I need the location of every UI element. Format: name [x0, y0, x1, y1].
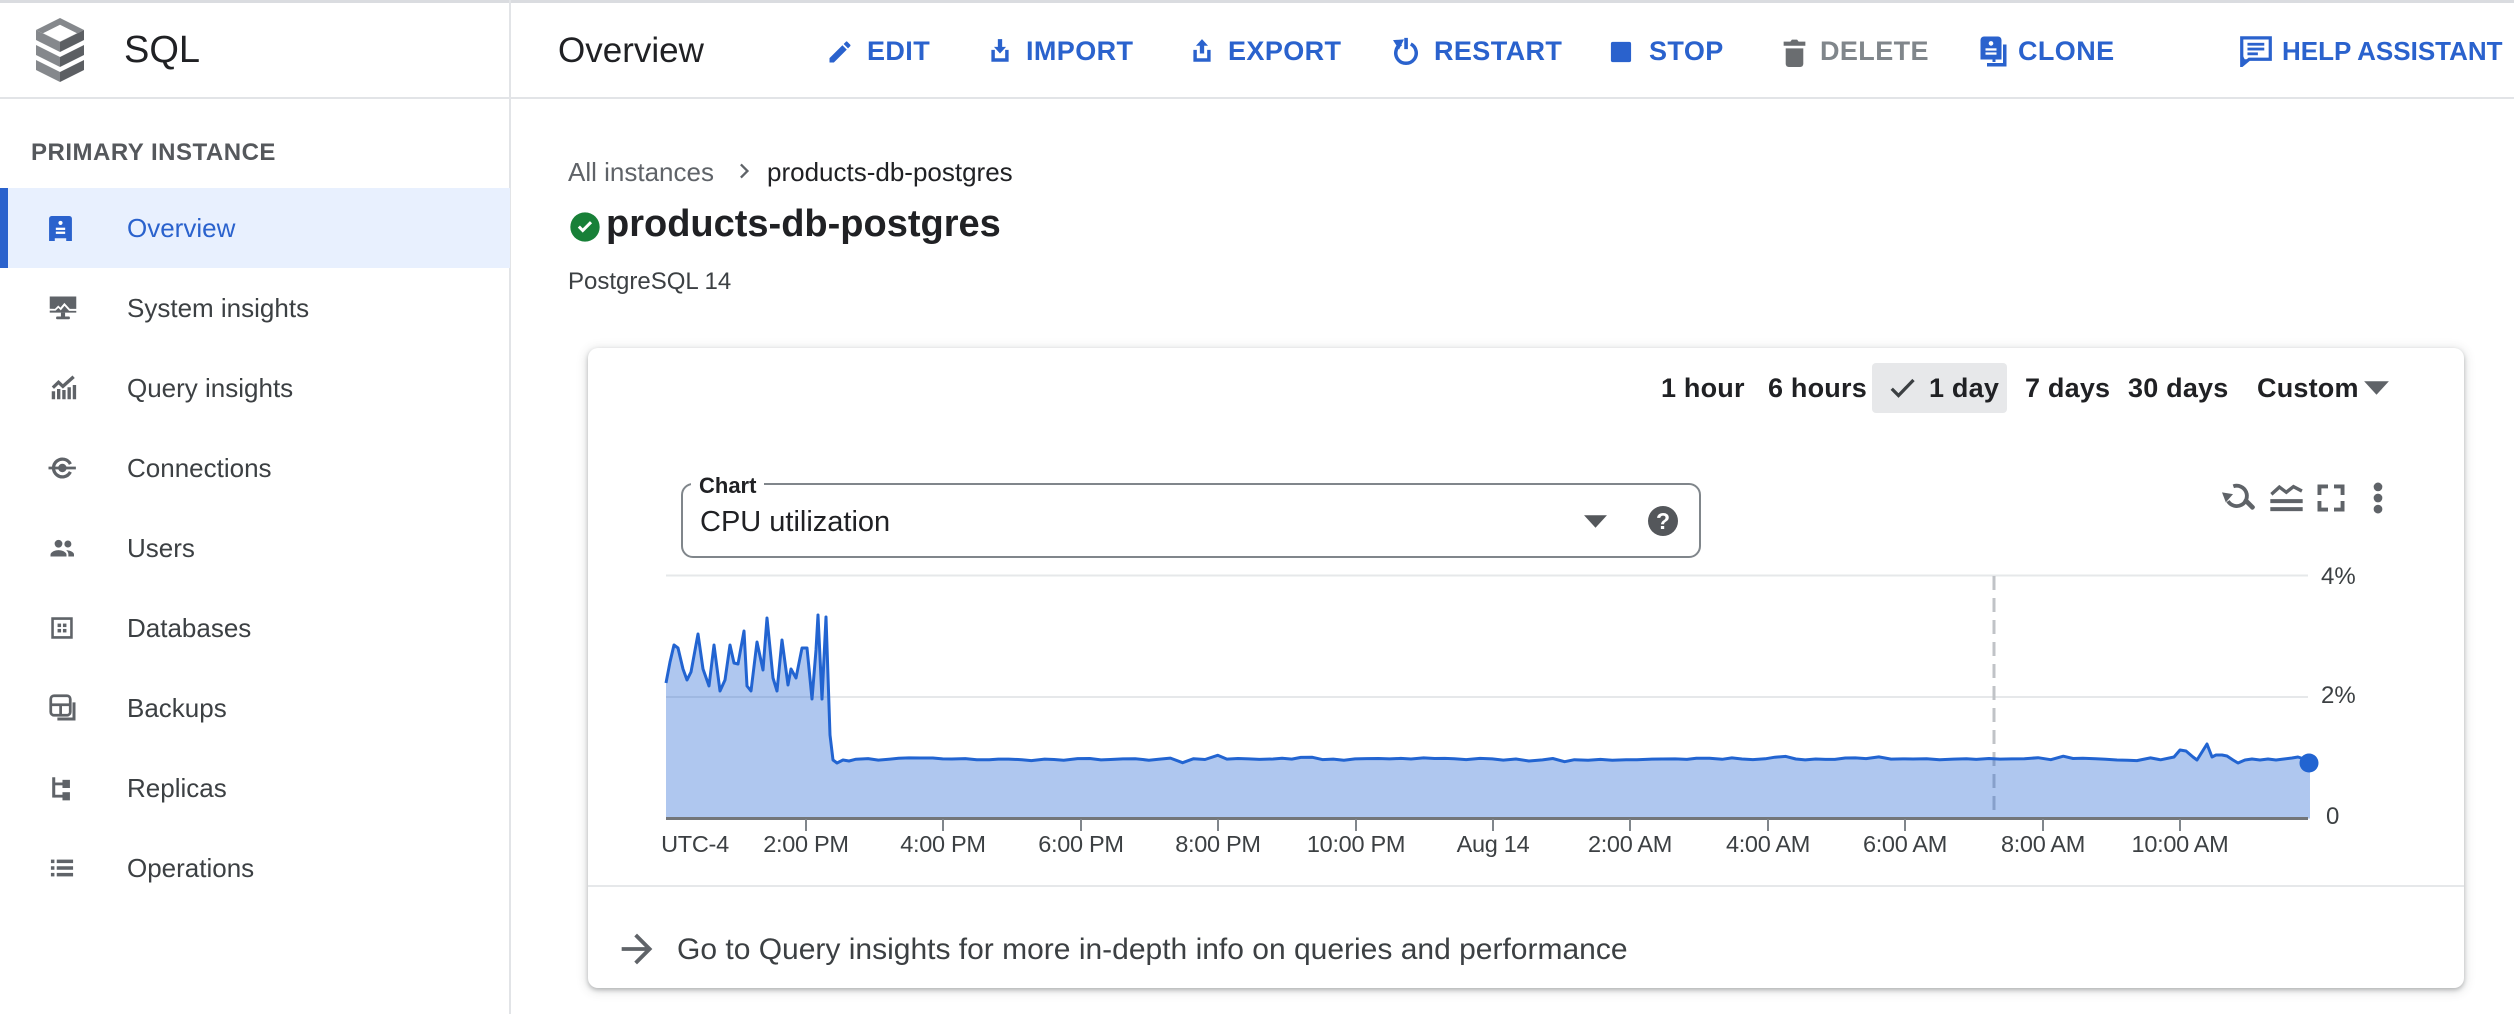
svg-text:4:00 AM: 4:00 AM: [1726, 831, 1810, 857]
svg-text:6:00 AM: 6:00 AM: [1863, 831, 1947, 857]
svg-text:10:00 PM: 10:00 PM: [1307, 831, 1405, 857]
svg-text:Aug 14: Aug 14: [1457, 831, 1530, 857]
svg-text:2:00 AM: 2:00 AM: [1588, 831, 1672, 857]
svg-text:8:00 AM: 8:00 AM: [2001, 831, 2085, 857]
svg-text:UTC-4: UTC-4: [661, 831, 729, 857]
svg-text:2:00 PM: 2:00 PM: [763, 831, 848, 857]
svg-text:8:00 PM: 8:00 PM: [1175, 831, 1260, 857]
svg-text:0: 0: [2326, 803, 2339, 830]
svg-text:4:00 PM: 4:00 PM: [900, 831, 985, 857]
svg-text:6:00 PM: 6:00 PM: [1038, 831, 1123, 857]
svg-text:2%: 2%: [2321, 682, 2356, 709]
svg-text:10:00 AM: 10:00 AM: [2132, 831, 2229, 857]
svg-text:4%: 4%: [2321, 563, 2356, 590]
